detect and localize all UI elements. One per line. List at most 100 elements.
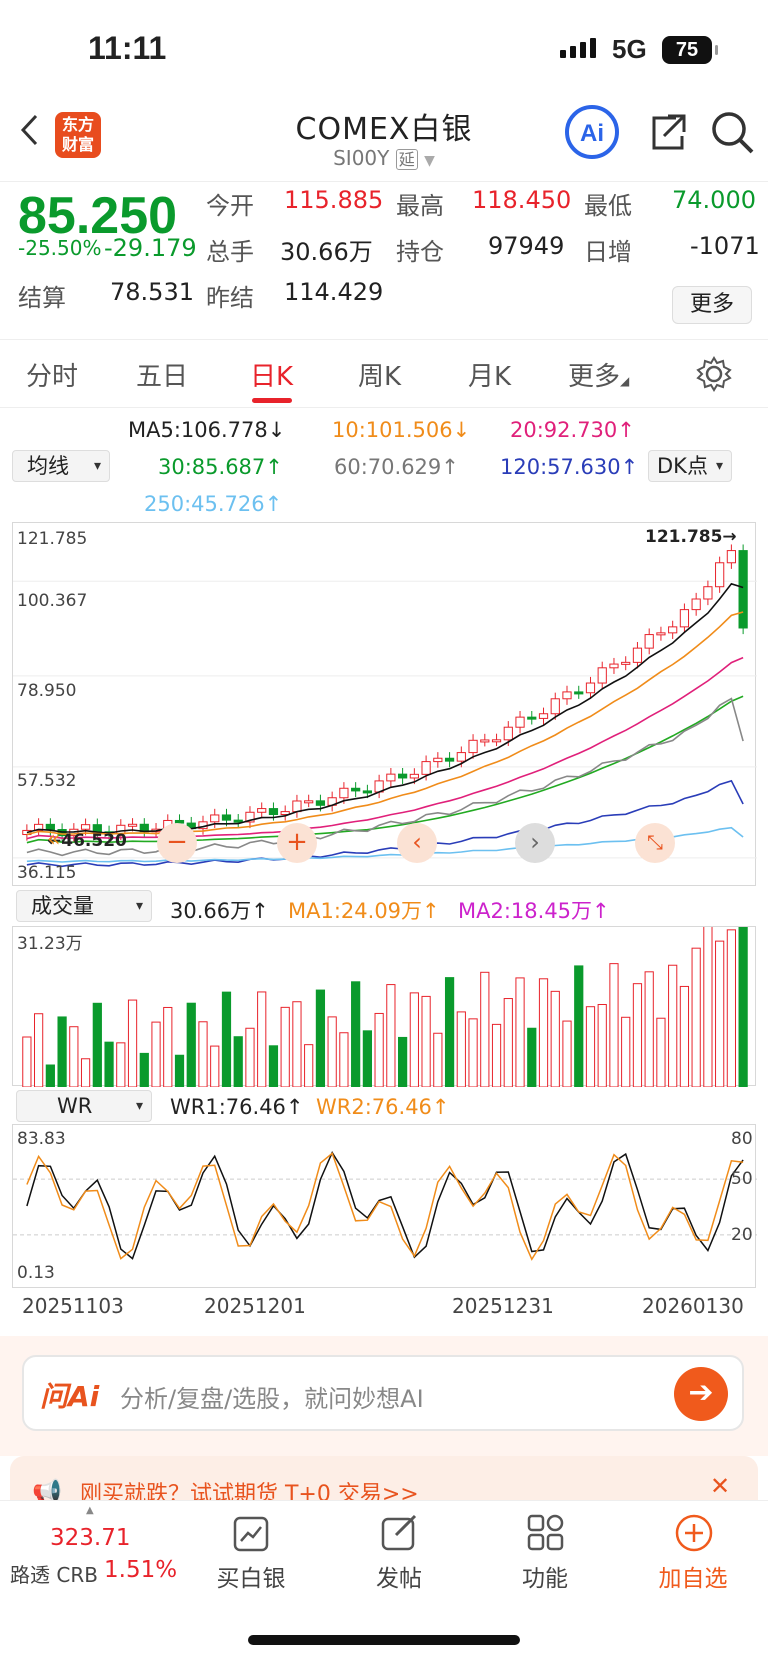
volume-bar bbox=[433, 1032, 443, 1087]
volume-bar bbox=[480, 971, 490, 1087]
volume-bar bbox=[233, 1036, 243, 1087]
chart-trend-icon bbox=[233, 1516, 269, 1552]
candle bbox=[421, 761, 431, 775]
tab-more[interactable]: 更多◢ bbox=[568, 356, 629, 393]
candle bbox=[280, 811, 290, 816]
kline-chart[interactable]: 121.785 100.367 78.950 57.532 36.115 121… bbox=[12, 522, 757, 886]
candle bbox=[245, 811, 255, 823]
ask-ai-input[interactable]: 问Ai 分析/复盘/选股，就问妙想AI ➔ bbox=[22, 1355, 744, 1431]
tab-intraday[interactable]: 分时 bbox=[26, 362, 79, 392]
candle bbox=[726, 550, 736, 564]
wr2-label: WR2:76.46↑ bbox=[316, 1095, 450, 1119]
vol-ma2-label: MA2:18.45万↑ bbox=[458, 899, 610, 923]
crb-percent: 1.51% bbox=[104, 1557, 178, 1583]
volume-bar bbox=[468, 1018, 478, 1087]
candle bbox=[550, 698, 560, 715]
instrument-code[interactable]: SI00Y 延 ▼ bbox=[0, 146, 768, 170]
ma-line bbox=[26, 656, 744, 840]
high-label: 最高 bbox=[396, 192, 444, 220]
date-2: 20251201 bbox=[204, 1294, 306, 1318]
volume-current: 30.66万↑ bbox=[170, 899, 269, 923]
wr1-label: WR1:76.46↑ bbox=[170, 1095, 304, 1119]
indicator-select[interactable]: 均线 bbox=[12, 450, 110, 482]
volume-bar bbox=[315, 989, 326, 1087]
more-button[interactable]: 更多 bbox=[672, 286, 752, 324]
rewind-icon[interactable]: « bbox=[47, 827, 61, 852]
candle bbox=[304, 800, 314, 804]
volume-bar bbox=[609, 963, 619, 1087]
dk-point-select[interactable]: DK点 bbox=[648, 450, 732, 482]
ask-ai-placeholder: 分析/复盘/选股，就问妙想AI bbox=[120, 1385, 424, 1413]
zoom-out-icon[interactable]: − bbox=[157, 823, 197, 863]
candle bbox=[315, 800, 326, 806]
candle bbox=[468, 739, 478, 754]
tab-weekly-k[interactable]: 周K bbox=[358, 362, 402, 392]
volume-bar bbox=[292, 1001, 302, 1087]
price-axis-3: 78.950 bbox=[17, 681, 77, 701]
ma-line bbox=[26, 826, 744, 863]
close-icon[interactable]: ✕ bbox=[710, 1472, 731, 1500]
zoom-in-icon[interactable]: + bbox=[277, 823, 317, 863]
period-tabs: 分时 五日 日K 周K 月K 更多◢ bbox=[0, 340, 768, 408]
candle bbox=[257, 808, 267, 813]
share-icon[interactable] bbox=[646, 110, 690, 154]
ma20-label: 20:92.730↑ bbox=[510, 418, 635, 442]
candle bbox=[34, 823, 44, 831]
ask-ai-logo: 问Ai bbox=[40, 1380, 100, 1413]
wr-chart[interactable]: 83.83 0.13 80 50 20 bbox=[12, 1124, 757, 1288]
volume-axis-max: 31.23万 bbox=[17, 934, 83, 954]
volume-bar bbox=[57, 1016, 67, 1087]
post-label: 发帖 bbox=[376, 1566, 422, 1592]
volume-chart[interactable]: 31.23万 bbox=[12, 926, 756, 1087]
arrow-right-icon[interactable]: ➔ bbox=[674, 1367, 728, 1421]
date-1: 20251103 bbox=[22, 1294, 124, 1318]
clock: 11:11 bbox=[88, 30, 167, 66]
daily-inc-label: 日增 bbox=[584, 238, 632, 266]
crb-value: 323.71 bbox=[50, 1525, 131, 1551]
wr-ref-50: 50 bbox=[731, 1169, 753, 1189]
fullscreen-icon[interactable]: ⤡ bbox=[635, 823, 675, 863]
tab-five-day[interactable]: 五日 bbox=[136, 362, 189, 392]
last-price: 85.250 bbox=[18, 187, 178, 245]
wr-axis-bottom: 0.13 bbox=[17, 1263, 55, 1283]
volume-bar bbox=[139, 1052, 149, 1087]
volume-bar bbox=[174, 1054, 185, 1087]
volume-bar bbox=[715, 940, 725, 1087]
search-icon[interactable] bbox=[710, 110, 756, 156]
volume-bar bbox=[362, 1030, 372, 1087]
ma250-label: 250:45.726↑ bbox=[144, 492, 283, 516]
volume-bar bbox=[304, 1044, 314, 1087]
candle bbox=[644, 634, 654, 649]
quote-panel: 85.250 -25.50% -29.179 今开 115.885 最高 118… bbox=[0, 182, 768, 340]
ma5-label: MA5:106.778↓ bbox=[128, 418, 286, 442]
volume-select[interactable]: 成交量 bbox=[16, 890, 152, 922]
candle bbox=[444, 757, 455, 762]
candle bbox=[515, 716, 525, 728]
tab-daily-k[interactable]: 日K bbox=[250, 362, 294, 392]
volume-bar bbox=[562, 1020, 572, 1087]
scroll-right-icon[interactable]: › bbox=[515, 823, 555, 863]
scroll-left-icon[interactable]: ‹ bbox=[397, 823, 437, 863]
code-label: SI00Y bbox=[333, 146, 390, 170]
volume-bar bbox=[597, 1004, 607, 1087]
wr-select[interactable]: WR bbox=[16, 1090, 152, 1122]
volume-bar bbox=[491, 1023, 502, 1087]
back-icon[interactable] bbox=[18, 112, 42, 148]
candle bbox=[362, 790, 372, 794]
volume-svg bbox=[22, 927, 748, 1087]
volume-label: 总手 bbox=[206, 238, 254, 266]
settle-value: 78.531 bbox=[110, 278, 194, 306]
active-tab-indicator bbox=[252, 398, 292, 403]
price-axis-max: 121.785 bbox=[17, 529, 88, 549]
candle bbox=[456, 752, 466, 762]
home-indicator bbox=[248, 1635, 520, 1645]
tab-monthly-k[interactable]: 月K bbox=[468, 362, 512, 392]
ma-line bbox=[26, 697, 744, 857]
volume-bar bbox=[339, 1032, 349, 1087]
volume-bar bbox=[668, 964, 678, 1087]
oi-label: 持仓 bbox=[396, 238, 444, 266]
ai-icon[interactable]: Ai bbox=[564, 104, 620, 160]
volume-bar bbox=[409, 992, 419, 1087]
gear-icon[interactable] bbox=[694, 354, 734, 394]
candle bbox=[527, 716, 537, 720]
